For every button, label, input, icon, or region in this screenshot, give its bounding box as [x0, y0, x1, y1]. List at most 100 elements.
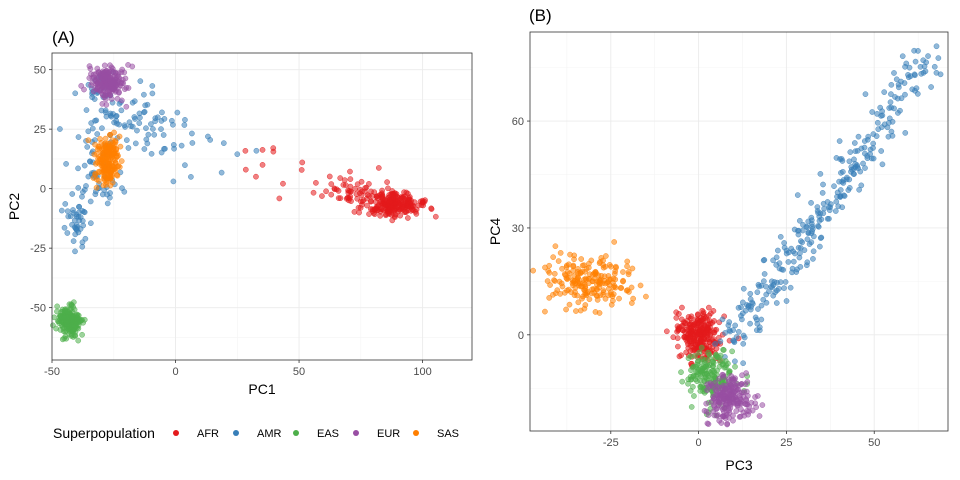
point-amr [189, 140, 196, 146]
point-eur [714, 413, 720, 419]
point-sas [562, 272, 569, 279]
point-amr [773, 300, 780, 306]
point-eas [692, 353, 698, 359]
point-amr [69, 191, 76, 197]
point-afr [359, 198, 366, 205]
point-amr [749, 301, 756, 307]
point-afr [367, 206, 374, 212]
point-amr [119, 185, 125, 191]
point-eur [108, 96, 115, 102]
point-afr [405, 215, 411, 221]
legend-label-eur: EUR [377, 428, 400, 440]
point-amr [170, 178, 177, 185]
point-sas [116, 164, 123, 170]
point-eas [694, 369, 701, 375]
point-amr [852, 148, 859, 155]
point-amr [129, 99, 136, 106]
point-amr [160, 132, 167, 138]
point-amr [740, 332, 747, 339]
point-amr [79, 193, 85, 200]
point-eur [122, 75, 129, 82]
point-afr [379, 190, 385, 197]
point-amr [94, 131, 101, 137]
point-amr [850, 171, 857, 177]
point-amr [808, 217, 815, 224]
point-afr [276, 195, 283, 202]
point-amr [820, 200, 827, 207]
point-amr [804, 236, 811, 243]
point-amr [72, 248, 78, 255]
point-amr [920, 57, 927, 64]
point-amr [738, 312, 744, 319]
point-afr [347, 176, 354, 182]
point-amr [898, 78, 904, 85]
point-amr [151, 131, 158, 138]
point-amr [879, 108, 885, 115]
panel-a-x-axis-title: PC1 [248, 381, 275, 397]
x-tick-label: 0 [696, 437, 702, 449]
point-amr [785, 259, 792, 265]
point-amr [142, 102, 149, 109]
point-afr [378, 205, 385, 211]
point-amr [906, 64, 913, 71]
point-eur [106, 68, 113, 75]
x-tick-label: 0 [172, 366, 178, 378]
point-amr [777, 233, 784, 240]
point-amr [143, 125, 149, 132]
point-amr [817, 171, 824, 177]
point-sas [594, 293, 601, 299]
point-amr [145, 131, 152, 138]
point-amr [756, 327, 763, 334]
point-eur [716, 399, 723, 406]
point-amr [73, 226, 79, 232]
point-afr [378, 198, 384, 205]
point-sas [557, 291, 564, 297]
point-eas [685, 380, 691, 387]
point-amr [862, 91, 869, 98]
point-amr [731, 339, 738, 346]
point-afr [328, 181, 335, 187]
point-afr [347, 183, 354, 190]
point-sas [637, 282, 644, 289]
point-amr [738, 304, 744, 311]
point-amr [73, 213, 80, 220]
point-afr [323, 188, 329, 195]
point-amr [804, 259, 811, 266]
point-sas [101, 159, 108, 166]
point-amr [781, 285, 787, 291]
point-sas [612, 284, 619, 291]
point-sas [542, 308, 548, 315]
point-amr [878, 148, 885, 154]
point-amr [845, 187, 852, 193]
point-amr [878, 113, 884, 119]
panel-a-points [50, 62, 439, 344]
point-eur [704, 420, 711, 427]
legend-label-afr: AFR [197, 428, 219, 440]
point-afr [679, 304, 685, 311]
point-afr [345, 194, 352, 201]
point-amr [118, 107, 125, 114]
point-sas [557, 250, 564, 256]
point-amr [159, 109, 165, 116]
point-amr [75, 185, 82, 191]
point-eas [696, 349, 703, 356]
point-eur [714, 383, 721, 390]
point-amr [806, 241, 813, 247]
point-amr [820, 181, 826, 188]
point-afr [678, 352, 684, 359]
point-amr [817, 235, 824, 241]
point-sas [116, 133, 123, 140]
panel-b-tag: (B) [529, 6, 552, 25]
point-eur [100, 92, 106, 99]
point-amr [902, 130, 909, 136]
point-amr [797, 250, 803, 257]
point-amr [918, 70, 925, 77]
point-eur [123, 84, 130, 91]
point-eur [736, 390, 743, 396]
point-amr [58, 207, 65, 214]
point-eur [102, 77, 109, 84]
point-eur [759, 402, 766, 408]
point-amr [855, 165, 862, 172]
point-amr [89, 125, 96, 132]
